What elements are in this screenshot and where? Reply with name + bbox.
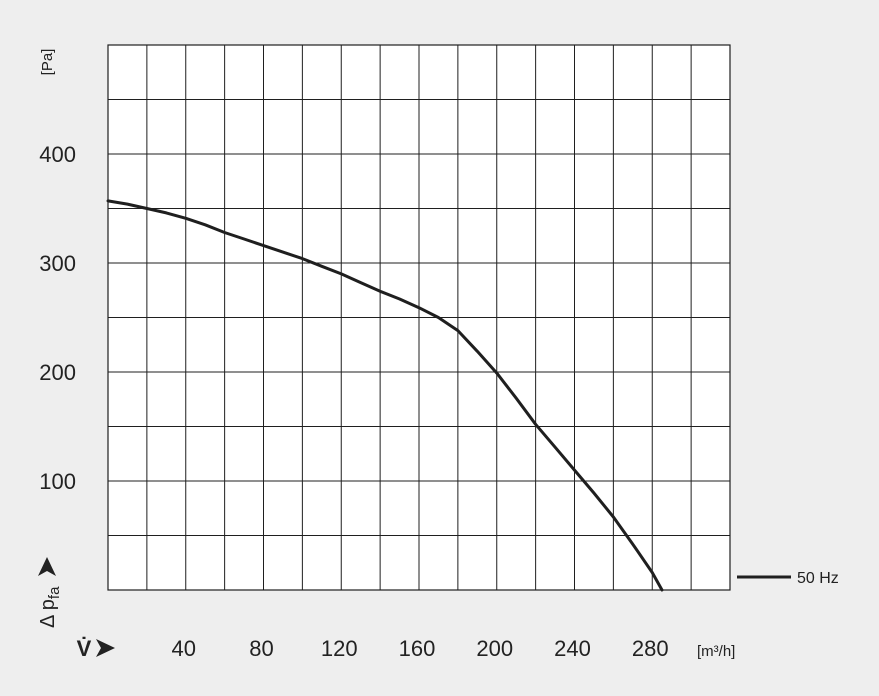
y-axis-unit: [Pa] [39,49,56,76]
x-tick-label: 280 [632,636,669,661]
x-axis-arrow-icon [96,639,115,657]
x-tick-label: 80 [249,636,273,661]
y-tick-label: 300 [39,251,76,276]
legend-label: 50 Hz [797,570,839,587]
x-tick-label: 40 [172,636,196,661]
x-axis-unit: [m³/h] [697,643,735,660]
y-tick-label: 200 [39,360,76,385]
x-tick-label: 120 [321,636,358,661]
y-tick-label: 400 [39,142,76,167]
x-tick-label: 240 [554,636,591,661]
x-tick-label: 200 [476,636,513,661]
plot-frame [107,44,731,591]
y-axis-arrow-icon [38,557,56,576]
y-axis-label: Δ pfa [37,586,63,628]
series-line [106,199,664,592]
x-axis-label: V̇ [77,636,92,661]
y-tick-label: 100 [39,469,76,494]
x-tick-label: 160 [399,636,436,661]
